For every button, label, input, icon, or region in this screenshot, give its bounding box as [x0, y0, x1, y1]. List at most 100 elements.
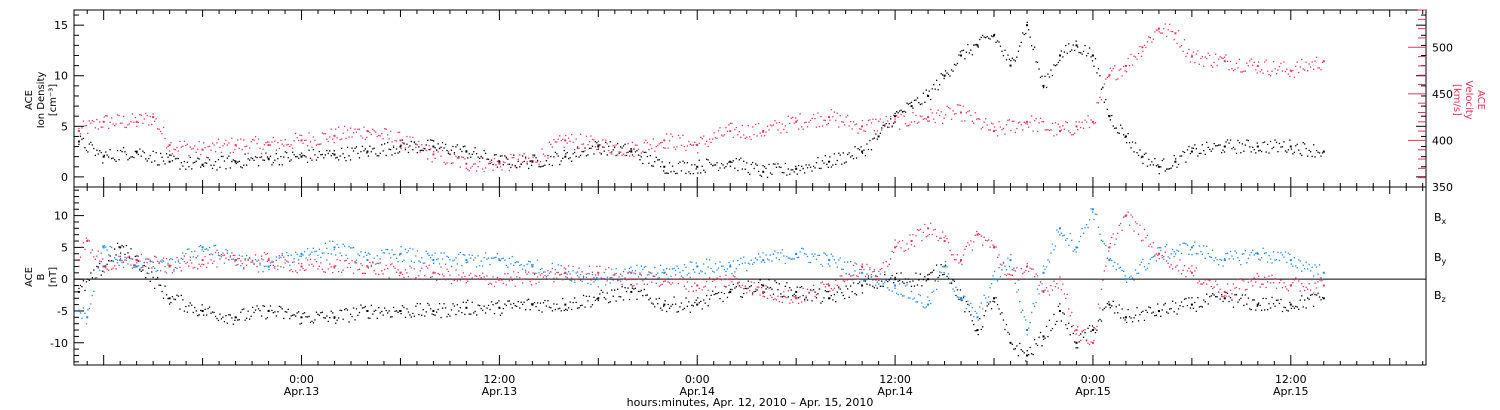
bfield-sample-1-543 [884, 281, 886, 283]
bfield-sample-2-500 [820, 282, 822, 284]
bfield-sample-1-190 [360, 251, 362, 253]
bfield-point-1-37 [1075, 246, 1078, 249]
velocity-sample-0-697 [1112, 68, 1114, 70]
velocity-sample-0-502 [823, 119, 825, 121]
bfield-sample-0-132 [274, 311, 276, 313]
bfield-point-0-37 [1091, 329, 1094, 331]
density-sample-0-208 [387, 141, 389, 144]
bfield-sample-1-517 [845, 273, 847, 275]
bfield-sample-1-615 [990, 283, 993, 285]
bfield-sample-2-388 [654, 275, 656, 277]
velocity-sample-0-121 [257, 138, 260, 140]
bfield-sample-0-208 [387, 312, 389, 314]
density-sample-0-121 [257, 165, 260, 167]
bfield-sample-1-805 [1272, 251, 1275, 253]
density-sample-0-147 [296, 156, 298, 158]
bfield-sample-2-23 [112, 267, 114, 269]
bfield-sample-1-87 [207, 249, 209, 251]
bfield-sample-2-40 [137, 255, 139, 257]
bfield-sample-1-531 [866, 273, 868, 275]
velocity-sample-0-773 [1225, 54, 1227, 56]
bfield-sample-0-349 [596, 298, 598, 300]
bfield-sample-0-59 [165, 294, 168, 296]
density-sample-0-319 [551, 164, 553, 167]
density-sample-0-632 [1016, 56, 1018, 58]
bfield-sample-1-530 [864, 279, 867, 281]
velocity-sample-0-438 [728, 124, 730, 126]
density-sample-0-797 [1261, 150, 1263, 153]
bfield-point-2-27 [894, 246, 897, 249]
bfield-sample-1-790 [1250, 251, 1252, 254]
bfield-sample-0-780 [1235, 294, 1238, 296]
density-sample-0-173 [335, 157, 337, 159]
bfield-sample-2-141 [287, 261, 289, 263]
velocity-sample-0-474 [781, 123, 783, 125]
density-sample-0-824 [1301, 154, 1303, 156]
bfield-sample-0-778 [1232, 306, 1235, 308]
bfield-sample-0-361 [614, 289, 616, 291]
density-sample-0-759 [1204, 153, 1206, 155]
bfield-sample-1-277 [489, 264, 491, 266]
bfield-sample-0-474 [781, 296, 783, 298]
density-sample-0-145 [293, 154, 295, 156]
bfield-sample-0-199 [373, 310, 375, 312]
velocity-sample-0-546 [888, 126, 890, 128]
density-sample-0-287 [504, 155, 506, 157]
bfield-sample-0-152 [303, 312, 306, 314]
bfield-sample-0-430 [716, 293, 718, 295]
bfield-sample-1-453 [750, 259, 752, 261]
bfield-sample-0-838 [1321, 296, 1324, 299]
bfield-sample-1-301 [525, 269, 527, 271]
density-sample-0-23 [112, 157, 114, 159]
bfield-sample-0-131 [272, 312, 274, 314]
velocity-sample-0-204 [381, 133, 383, 135]
velocity-sample-0-393 [661, 141, 663, 143]
bfield-sample-0-436 [725, 286, 727, 288]
density-sample-0-529 [863, 149, 865, 151]
bfield-sample-2-526 [858, 272, 861, 274]
bfield-sample-2-250 [449, 274, 451, 276]
velocity-sample-0-102 [229, 152, 231, 154]
velocity-sample-0-520 [850, 120, 852, 123]
bfield-sample-1-723 [1151, 257, 1153, 259]
bfield-sample-1-544 [885, 279, 887, 281]
bfield-sample-0-248 [446, 316, 448, 318]
velocity-sample-0-297 [519, 154, 521, 156]
velocity-sample-0-330 [568, 137, 570, 139]
bfield-sample-1-570 [924, 307, 926, 309]
bfield-point-1-18 [597, 278, 600, 281]
bfield-sample-2-346 [591, 271, 594, 273]
bfield-sample-1-89 [210, 253, 212, 255]
bfield-sample-2-505 [827, 283, 829, 285]
velocity-sample-0-211 [391, 141, 393, 143]
density-sample-0-465 [768, 163, 770, 166]
bfield-sample-2-402 [674, 274, 677, 276]
bfield-sample-1-422 [704, 272, 706, 274]
bfield-sample-2-643 [1032, 268, 1034, 270]
bfield-sample-2-808 [1277, 278, 1279, 281]
bfield-sample-2-213 [394, 267, 396, 270]
x-tick-date-label-2: Apr.14 [679, 385, 715, 398]
density-sample-0-678 [1084, 44, 1086, 47]
velocity-sample-0-255 [456, 157, 458, 159]
density-sample-0-806 [1274, 139, 1276, 141]
bfield-sample-0-293 [513, 302, 515, 305]
bfield-point-1-3 [119, 259, 122, 262]
density-sample-0-379 [640, 156, 642, 158]
bfield-sample-1-434 [722, 265, 724, 267]
density-sample-0-410 [686, 162, 688, 164]
bfield-sample-2-506 [829, 290, 831, 292]
velocity-sample-0-144 [292, 147, 294, 149]
velocity-sample-0-818 [1292, 69, 1294, 72]
density-sample-0-29 [121, 151, 123, 153]
bfield-sample-2-468 [772, 299, 775, 301]
bfield-sample-2-424 [707, 289, 709, 291]
bfield-sample-2-4 [84, 248, 86, 251]
velocity-sample-0-98 [223, 143, 226, 145]
bfield-sample-0-698 [1114, 312, 1116, 314]
bfield-sample-2-143 [290, 268, 292, 271]
velocity-sample-0-730 [1161, 32, 1163, 34]
velocity-sample-0-109 [240, 138, 242, 140]
bfield-sample-1-712 [1134, 269, 1137, 271]
bfield-sample-1-134 [277, 268, 279, 271]
